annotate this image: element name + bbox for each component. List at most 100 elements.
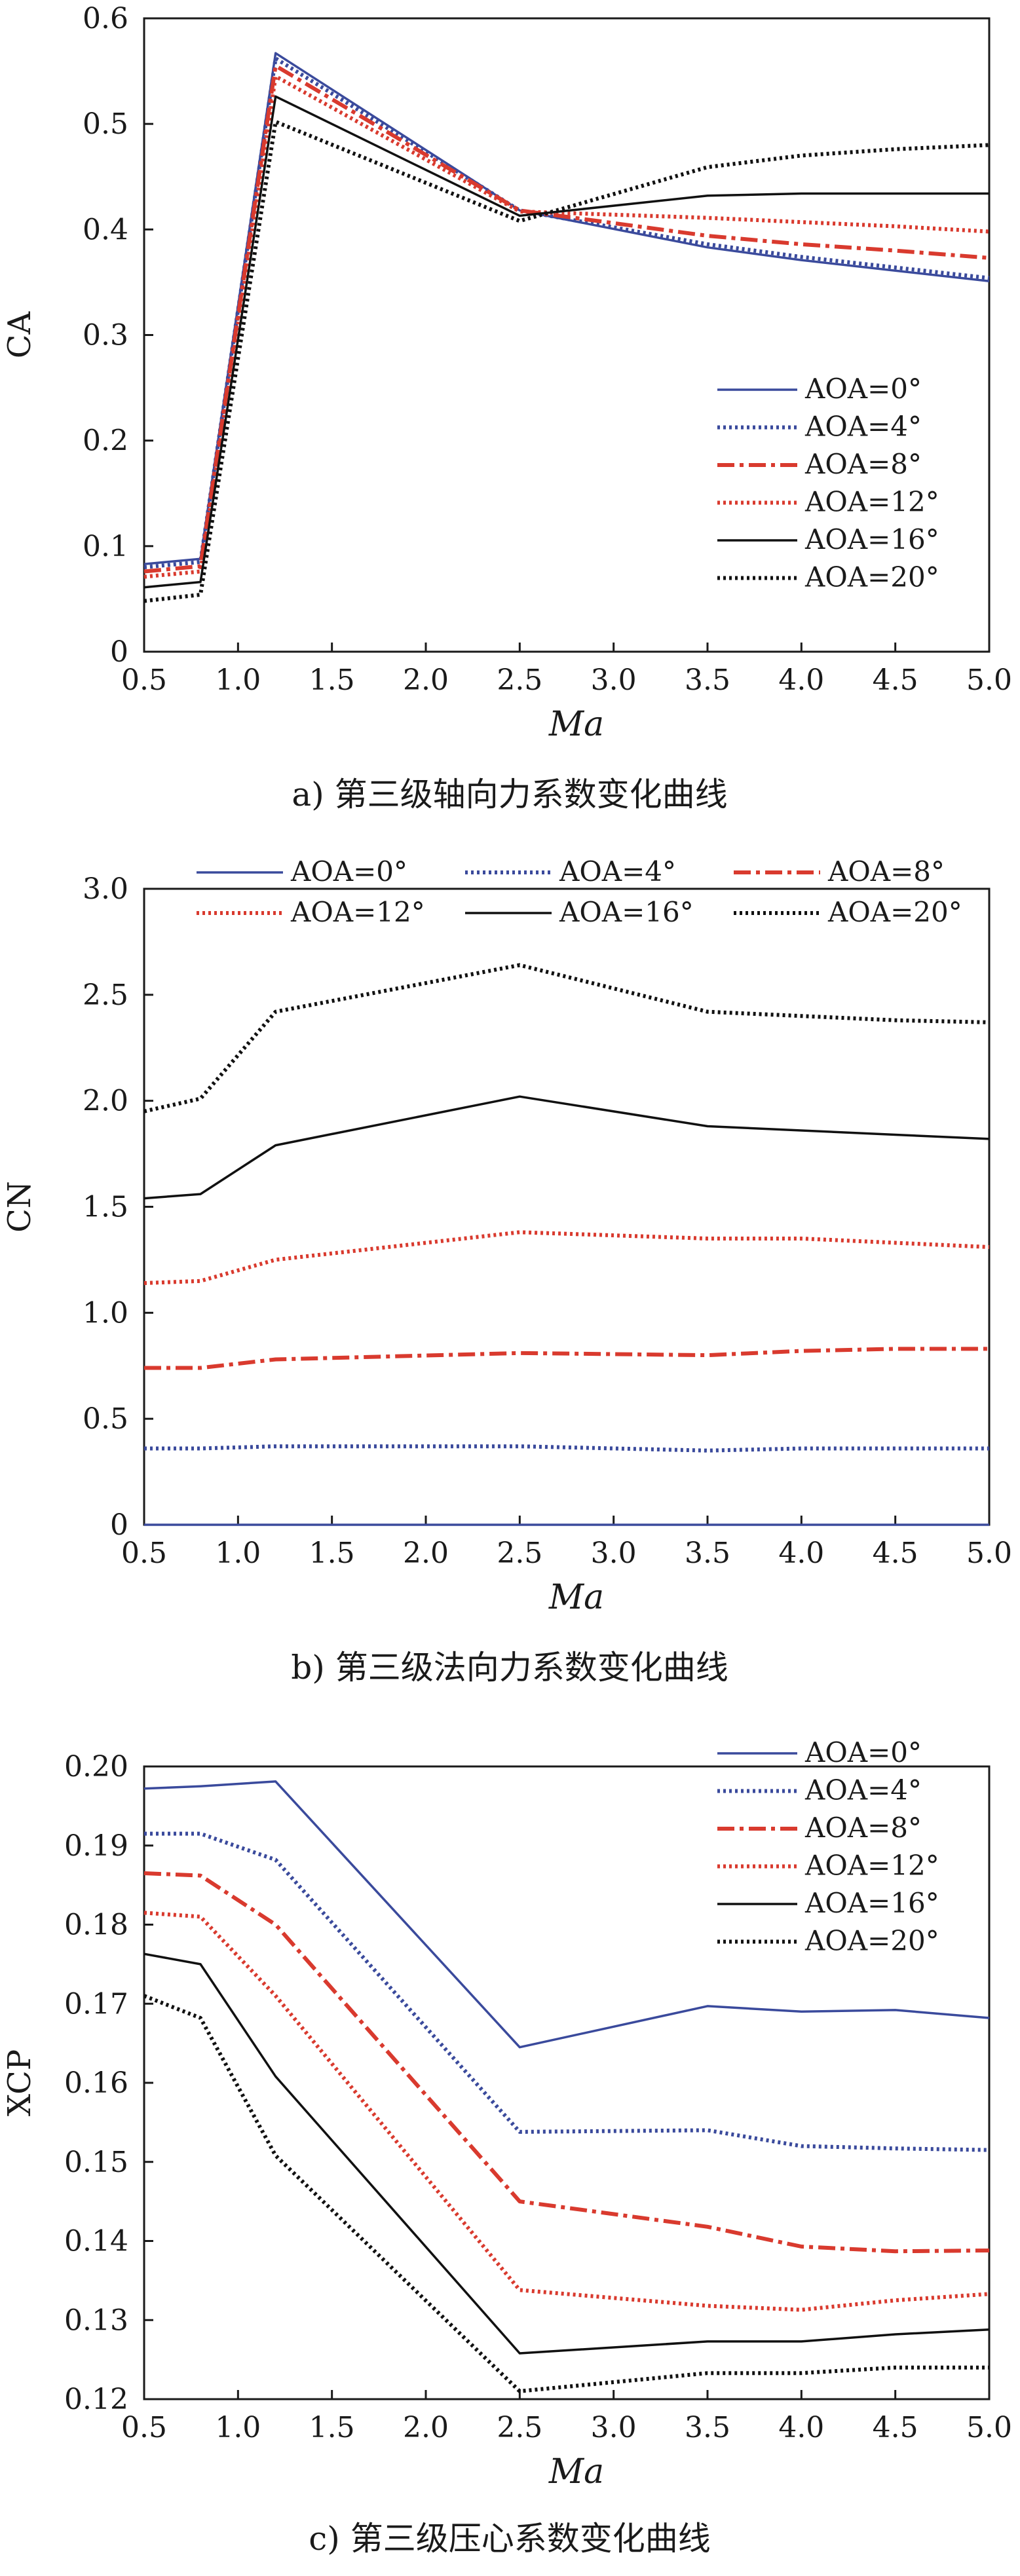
y-tick-label: 1.0 bbox=[83, 1296, 128, 1330]
x-tick-label: 2.0 bbox=[403, 1537, 449, 1570]
y-tick-label: 0.17 bbox=[64, 1987, 128, 2021]
y-tick-label: 0.20 bbox=[64, 1750, 128, 1783]
series-line-aoa-20 bbox=[143, 963, 990, 1113]
x-axis-title: Ma bbox=[548, 1578, 604, 1617]
x-tick-label: 4.0 bbox=[778, 663, 824, 697]
legend-label: AOA=0° bbox=[804, 1736, 922, 1768]
x-tick-label: 0.5 bbox=[121, 663, 167, 697]
legend-label: AOA=20° bbox=[827, 896, 962, 928]
x-tick-label: 3.0 bbox=[591, 663, 637, 697]
series-line-aoa-12 bbox=[143, 1230, 990, 1285]
legend-label: AOA=20° bbox=[804, 561, 939, 593]
x-tick-label: 5.0 bbox=[966, 2411, 1012, 2444]
series-line-aoa-4 bbox=[144, 1444, 989, 1453]
y-tick-label: 0.12 bbox=[64, 2383, 128, 2416]
y-tick-label: 3.0 bbox=[83, 872, 128, 906]
legend-label: AOA=12° bbox=[804, 486, 939, 518]
legend-label: AOA=0° bbox=[290, 855, 407, 887]
x-tick-label: 3.5 bbox=[685, 2411, 730, 2444]
x-tick-label: 3.5 bbox=[685, 663, 730, 697]
x-tick-label: 0.5 bbox=[121, 1537, 167, 1570]
x-axis-title: Ma bbox=[548, 2452, 604, 2492]
series-line-aoa-8 bbox=[144, 1347, 989, 1370]
legend: AOA=0° AOA=4° AOA=8° AOA=12° AOA=16° AOA=20° bbox=[717, 1736, 939, 1957]
y-tick-label: 0.14 bbox=[64, 2225, 128, 2258]
y-tick-label: 0.5 bbox=[83, 1402, 128, 1436]
y-tick-label: 0.19 bbox=[64, 1829, 128, 1863]
x-tick-label: 3.0 bbox=[591, 2411, 637, 2444]
legend-label: AOA=8° bbox=[827, 855, 945, 887]
series-line-aoa-8 bbox=[143, 64, 990, 574]
series-line-aoa-16 bbox=[143, 1095, 990, 1200]
y-tick-label: 0.2 bbox=[83, 424, 128, 458]
legend: AOA=0° AOA=4° AOA=8° AOA=12° AOA=16° AOA=20° bbox=[197, 855, 962, 928]
y-tick-label: 0.3 bbox=[83, 319, 128, 352]
x-tick-label: 2.0 bbox=[403, 663, 449, 697]
x-tick-label: 2.5 bbox=[497, 1537, 542, 1570]
legend-label: AOA=4° bbox=[804, 411, 922, 443]
legend-label: AOA=12° bbox=[290, 896, 425, 928]
panel-caption: b) 第三级法向力系数变化曲线 bbox=[291, 1649, 728, 1687]
y-tick-label: 0.13 bbox=[64, 2304, 128, 2337]
legend-label: AOA=12° bbox=[804, 1850, 939, 1882]
chart-panel-1: 0.5 1.0 1.5 2.0 2.5 3.0 3.5 4.0 4.5 5.0 0 0.1 0.2 0.3… bbox=[1, 2, 1012, 813]
y-tick-label: 0.16 bbox=[64, 2066, 128, 2100]
x-tick-label: 4.5 bbox=[873, 663, 918, 697]
legend-label: AOA=16° bbox=[559, 896, 694, 928]
series-line-aoa-16 bbox=[143, 1952, 990, 2355]
plot-frame bbox=[143, 887, 991, 1526]
y-tick-label: 0.18 bbox=[64, 1909, 128, 1942]
x-tick-label: 2.5 bbox=[497, 663, 542, 697]
y-axis-title: CA bbox=[1, 310, 38, 358]
legend-label: AOA=8° bbox=[804, 448, 922, 480]
y-tick-label: 0 bbox=[110, 635, 128, 669]
series-line-aoa-0 bbox=[143, 1780, 990, 2049]
x-tick-label: 4.5 bbox=[873, 1537, 918, 1570]
legend-label: AOA=16° bbox=[804, 523, 939, 555]
x-axis-title: Ma bbox=[548, 705, 604, 744]
y-tick-label: 0.5 bbox=[83, 107, 128, 141]
x-tick-label: 1.5 bbox=[309, 663, 355, 697]
legend-label: AOA=8° bbox=[804, 1812, 922, 1844]
y-tick-label: 1.5 bbox=[83, 1191, 128, 1224]
x-tick-label: 1.0 bbox=[215, 663, 261, 697]
panel-caption: a) 第三级轴向力系数变化曲线 bbox=[292, 775, 727, 813]
legend: AOA=0° AOA=4° AOA=8° AOA=12° AOA=16° AOA=20° bbox=[717, 373, 939, 593]
series-line-aoa-8 bbox=[143, 1871, 990, 2254]
x-tick-label: 5.0 bbox=[966, 663, 1012, 697]
x-tick-label: 0.5 bbox=[121, 2411, 167, 2444]
chart-panel-3: 0.5 1.0 1.5 2.0 2.5 3.0 3.5 4.0 4.5 5.0 0.12 0.13 0.… bbox=[1, 1736, 1012, 2558]
chart-panel-2: 0.5 1.0 1.5 2.0 2.5 3.0 3.5 4.0 4.5 5.000.51.01.5… bbox=[1, 855, 1012, 1687]
legend-label: AOA=4° bbox=[559, 855, 676, 887]
y-tick-label: 2.0 bbox=[83, 1085, 128, 1118]
series-line-aoa-4 bbox=[144, 1831, 990, 2152]
y-tick-label: 0 bbox=[110, 1508, 128, 1542]
x-tick-label: 2.5 bbox=[497, 2411, 542, 2444]
x-tick-label: 4.0 bbox=[778, 2411, 824, 2444]
x-tick-label: 4.5 bbox=[873, 2411, 918, 2444]
x-tick-label: 5.0 bbox=[966, 1537, 1012, 1570]
x-tick-label: 2.0 bbox=[403, 2411, 449, 2444]
y-tick-label: 2.5 bbox=[83, 979, 128, 1012]
x-tick-label: 3.5 bbox=[685, 1537, 730, 1570]
y-axis-title: CN bbox=[1, 1181, 38, 1233]
y-tick-label: 0.6 bbox=[83, 2, 128, 35]
legend-label: AOA=20° bbox=[804, 1925, 939, 1957]
x-tick-label: 1.0 bbox=[215, 1537, 261, 1570]
y-axis-title: XCP bbox=[1, 2049, 38, 2116]
x-tick-label: 1.5 bbox=[309, 1537, 355, 1570]
y-tick-label: 0.4 bbox=[83, 213, 128, 246]
y-tick-label: 0.1 bbox=[83, 530, 128, 563]
x-tick-label: 3.0 bbox=[591, 1537, 637, 1570]
series-line-aoa-20 bbox=[143, 119, 990, 603]
series-line-aoa-16 bbox=[143, 95, 989, 589]
y-tick-label: 0.15 bbox=[64, 2146, 128, 2179]
legend-label: AOA=0° bbox=[804, 373, 922, 405]
x-tick-label: 4.0 bbox=[778, 1537, 824, 1570]
series-line-aoa-12 bbox=[143, 1911, 990, 2312]
series-line-aoa-20 bbox=[143, 1994, 989, 2393]
legend-label: AOA=4° bbox=[804, 1774, 922, 1806]
legend-label: AOA=16° bbox=[804, 1887, 939, 1919]
panel-caption: c) 第三级压心系数变化曲线 bbox=[309, 2520, 710, 2558]
